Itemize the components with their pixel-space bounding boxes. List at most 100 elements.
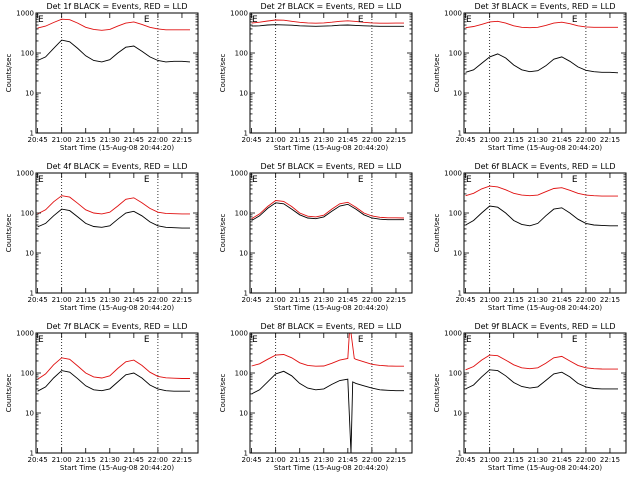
x-tick-label: 21:15: [290, 136, 310, 144]
e-marker: E: [252, 15, 258, 25]
x-axis-label: Start Time (15-Aug-08 20:44:20): [60, 304, 174, 312]
y-tick-label: 1000: [16, 330, 34, 338]
x-tick-label: 22:00: [148, 456, 168, 464]
x-tick-label: 22:00: [362, 136, 382, 144]
x-tick-label: 20:45: [28, 296, 48, 304]
e-marker: E: [572, 175, 578, 185]
lld-series-line: [465, 20, 618, 29]
panel-title: Det 8f BLACK = Events, RED = LLD: [260, 322, 401, 331]
x-tick-label: 22:15: [172, 456, 192, 464]
x-tick-label: 22:00: [576, 296, 596, 304]
x-tick-label: 21:15: [504, 456, 524, 464]
x-tick-label: 22:15: [172, 296, 192, 304]
lld-series-line: [37, 357, 190, 380]
x-tick-label: 20:45: [242, 456, 262, 464]
y-tick-label: 10: [453, 90, 462, 98]
e-marker: E: [358, 15, 364, 25]
x-tick-label: 21:15: [76, 456, 96, 464]
x-tick-label: 21:45: [124, 456, 144, 464]
events-series-line: [37, 39, 191, 63]
y-tick-label: 100: [235, 370, 248, 378]
y-tick-label: 100: [449, 50, 462, 58]
y-tick-label: 100: [21, 210, 34, 218]
panel-title: Det 6f BLACK = Events, RED = LLD: [474, 162, 615, 171]
x-tick-label: 22:00: [362, 296, 382, 304]
panel-title: Det 9f BLACK = Events, RED = LLD: [474, 322, 615, 331]
lld-series-line: [465, 185, 618, 197]
panel-title: Det 4f BLACK = Events, RED = LLD: [46, 162, 187, 171]
detector-panel: Det 9f BLACK = Events, RED = LLD 1 10 100 10…: [433, 322, 627, 472]
y-axis-label: Counts/sec: [219, 54, 227, 93]
y-tick-label: 1000: [230, 170, 248, 178]
y-tick-label: 1000: [230, 10, 248, 18]
x-tick-label: 22:15: [386, 296, 406, 304]
lld-series-line: [251, 332, 404, 367]
detector-panel: Det 8f BLACK = Events, RED = LLD 1 10 100 10…: [219, 322, 413, 472]
detector-panel: Det 7f BLACK = Events, RED = LLD 1 10 100 10…: [5, 322, 199, 472]
y-tick-label: 10: [239, 410, 248, 418]
e-marker: E: [572, 15, 578, 25]
y-tick-label: 10: [25, 90, 34, 98]
e-marker: E: [358, 335, 364, 345]
x-tick-label: 21:00: [480, 296, 500, 304]
plot-frame: [35, 172, 199, 294]
panel-title: Det 1f BLACK = Events, RED = LLD: [46, 2, 187, 11]
x-axis-label: Start Time (15-Aug-08 20:44:20): [488, 304, 602, 312]
x-tick-label: 22:15: [600, 136, 620, 144]
y-tick-label: 1000: [16, 10, 34, 18]
lld-series-line: [465, 354, 618, 371]
x-tick-label: 21:15: [504, 136, 524, 144]
x-tick-label: 21:30: [314, 296, 334, 304]
x-tick-label: 22:00: [362, 456, 382, 464]
e-marker: E: [38, 335, 44, 345]
y-tick-label: 1: [244, 450, 248, 458]
detector-panel: Det 6f BLACK = Events, RED = LLD 1 10 100 10…: [433, 162, 627, 312]
x-tick-label: 21:00: [266, 456, 286, 464]
x-tick-label: 21:15: [290, 456, 310, 464]
x-tick-label: 21:30: [528, 296, 548, 304]
y-tick-label: 10: [239, 90, 248, 98]
x-tick-label: 21:45: [552, 296, 572, 304]
y-tick-label: 100: [21, 50, 34, 58]
e-marker: E: [466, 335, 472, 345]
x-tick-label: 22:15: [600, 456, 620, 464]
x-tick-label: 21:00: [266, 136, 286, 144]
y-tick-label: 1: [458, 290, 462, 298]
x-tick-label: 21:45: [124, 296, 144, 304]
panel-title: Det 5f BLACK = Events, RED = LLD: [260, 162, 401, 171]
x-tick-label: 22:00: [576, 136, 596, 144]
y-tick-label: 1: [30, 130, 34, 138]
x-tick-label: 20:45: [28, 136, 48, 144]
y-tick-label: 10: [453, 250, 462, 258]
y-axis-label: Counts/sec: [433, 214, 441, 253]
events-series-line: [251, 370, 404, 454]
e-marker: E: [358, 175, 364, 185]
events-series-line: [465, 205, 618, 227]
e-marker: E: [466, 175, 472, 185]
x-tick-label: 21:30: [314, 136, 334, 144]
x-axis-label: Start Time (15-Aug-08 20:44:20): [488, 144, 602, 152]
x-tick-label: 21:45: [552, 456, 572, 464]
plot-frame: [463, 172, 627, 294]
e-marker: E: [466, 15, 472, 25]
e-marker: E: [144, 15, 150, 25]
events-series-line: [37, 208, 190, 229]
plot-frame: [463, 332, 627, 454]
x-axis-label: Start Time (15-Aug-08 20:44:20): [488, 464, 602, 472]
plot-frame: [249, 332, 413, 454]
x-tick-label: 21:30: [100, 456, 120, 464]
y-axis-label: Counts/sec: [5, 374, 13, 413]
y-tick-label: 1000: [230, 330, 248, 338]
plot-frame: [35, 12, 199, 134]
e-marker: E: [252, 175, 258, 185]
x-tick-label: 21:30: [528, 136, 548, 144]
x-axis-label: Start Time (15-Aug-08 20:44:20): [60, 144, 174, 152]
y-axis-label: Counts/sec: [219, 374, 227, 413]
y-tick-label: 1: [244, 130, 248, 138]
events-series-line: [251, 202, 404, 221]
x-tick-label: 21:30: [528, 456, 548, 464]
x-tick-label: 20:45: [28, 456, 48, 464]
events-series-line: [251, 24, 404, 27]
y-tick-label: 1000: [444, 10, 462, 18]
